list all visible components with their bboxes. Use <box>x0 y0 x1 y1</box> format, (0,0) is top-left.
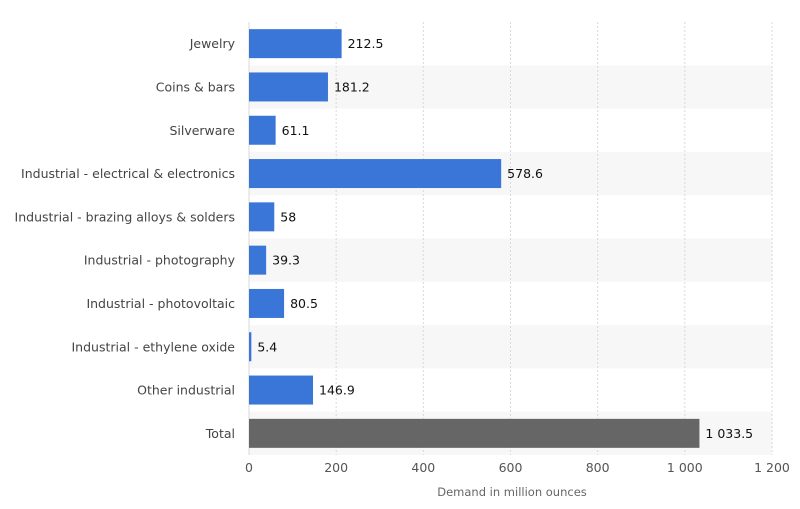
value-label: 578.6 <box>507 166 543 181</box>
x-tick-label: 800 <box>586 460 610 475</box>
category-label: Industrial - ethylene oxide <box>71 339 235 354</box>
category-label: Total <box>205 426 235 441</box>
x-tick-label: 200 <box>324 460 348 475</box>
category-label: Industrial - photography <box>84 253 236 268</box>
value-label: 5.4 <box>257 339 277 354</box>
category-labels: Jewelry Coins & bars Silverware Industrial … <box>15 36 236 441</box>
x-tick-label: 600 <box>499 460 523 475</box>
bar[interactable] <box>249 72 328 102</box>
value-label: 58 <box>280 209 296 224</box>
bar[interactable] <box>249 332 252 362</box>
category-label: Industrial - brazing alloys & solders <box>15 209 235 224</box>
x-tick-label: 1 000 <box>667 460 703 475</box>
bar[interactable] <box>249 202 275 232</box>
gridlines <box>248 22 773 455</box>
value-label: 181.2 <box>334 79 370 94</box>
x-tick-label: 400 <box>411 460 435 475</box>
value-label: 80.5 <box>290 296 318 311</box>
category-label: Silverware <box>169 123 235 138</box>
bars <box>249 29 700 448</box>
x-axis-title: Demand in million ounces <box>437 485 587 499</box>
category-label: Industrial - electrical & electronics <box>21 166 235 181</box>
bar[interactable] <box>249 159 502 189</box>
value-label: 146.9 <box>319 383 355 398</box>
bar[interactable] <box>249 115 276 145</box>
bar[interactable] <box>249 288 285 318</box>
bar[interactable] <box>249 245 267 275</box>
category-label: Jewelry <box>189 36 236 51</box>
value-label: 212.5 <box>348 36 384 51</box>
value-label: 39.3 <box>272 253 300 268</box>
x-tick-label: 1 200 <box>754 460 790 475</box>
bar[interactable] <box>249 375 314 405</box>
category-label: Coins & bars <box>156 79 235 94</box>
bar-total[interactable] <box>249 418 700 448</box>
category-label: Industrial - photovoltaic <box>86 296 235 311</box>
value-labels: 212.5 181.2 61.1 578.6 58 39.3 80.5 5.4 146.9 1 0… <box>257 36 753 441</box>
x-tick-label: 0 <box>245 460 253 475</box>
bar[interactable] <box>249 29 342 59</box>
value-label: 1 033.5 <box>705 426 753 441</box>
x-axis-ticks: 0 200 400 600 800 1 000 1 200 <box>245 460 790 475</box>
category-label: Other industrial <box>137 383 235 398</box>
value-label: 61.1 <box>282 123 310 138</box>
